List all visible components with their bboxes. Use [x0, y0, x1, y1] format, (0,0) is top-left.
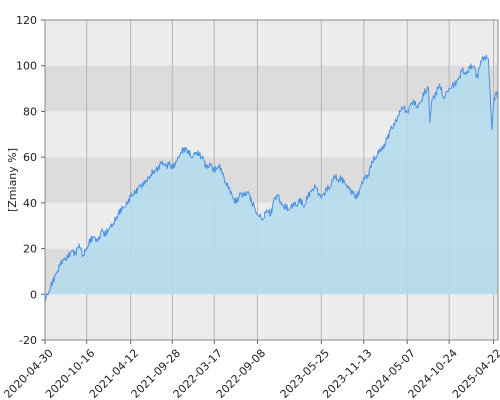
- series-line: [44, 54, 499, 301]
- y-tick-label: 120: [16, 14, 37, 27]
- x-axis-ticks: 2020-04-302020-10-162021-04-122021-09-28…: [1, 340, 500, 400]
- background-band: [45, 20, 498, 66]
- background-band: [45, 65, 498, 112]
- y-tick-label: 60: [23, 151, 37, 164]
- y-tick-label: 80: [23, 105, 37, 118]
- y-tick-label: 20: [23, 243, 37, 256]
- plot-frame: [44, 19, 499, 341]
- y-tick-label: 0: [30, 288, 37, 301]
- y-axis-ticks: -20 0 20 40 60 80 100 120: [16, 14, 45, 347]
- y-tick-label: 100: [16, 60, 37, 73]
- y-tick-label: -20: [19, 334, 37, 347]
- y-axis-title: [Zmiany %]: [6, 148, 19, 212]
- background-band: [45, 294, 498, 340]
- series-area: [45, 55, 498, 301]
- y-tick-label: 40: [23, 197, 37, 210]
